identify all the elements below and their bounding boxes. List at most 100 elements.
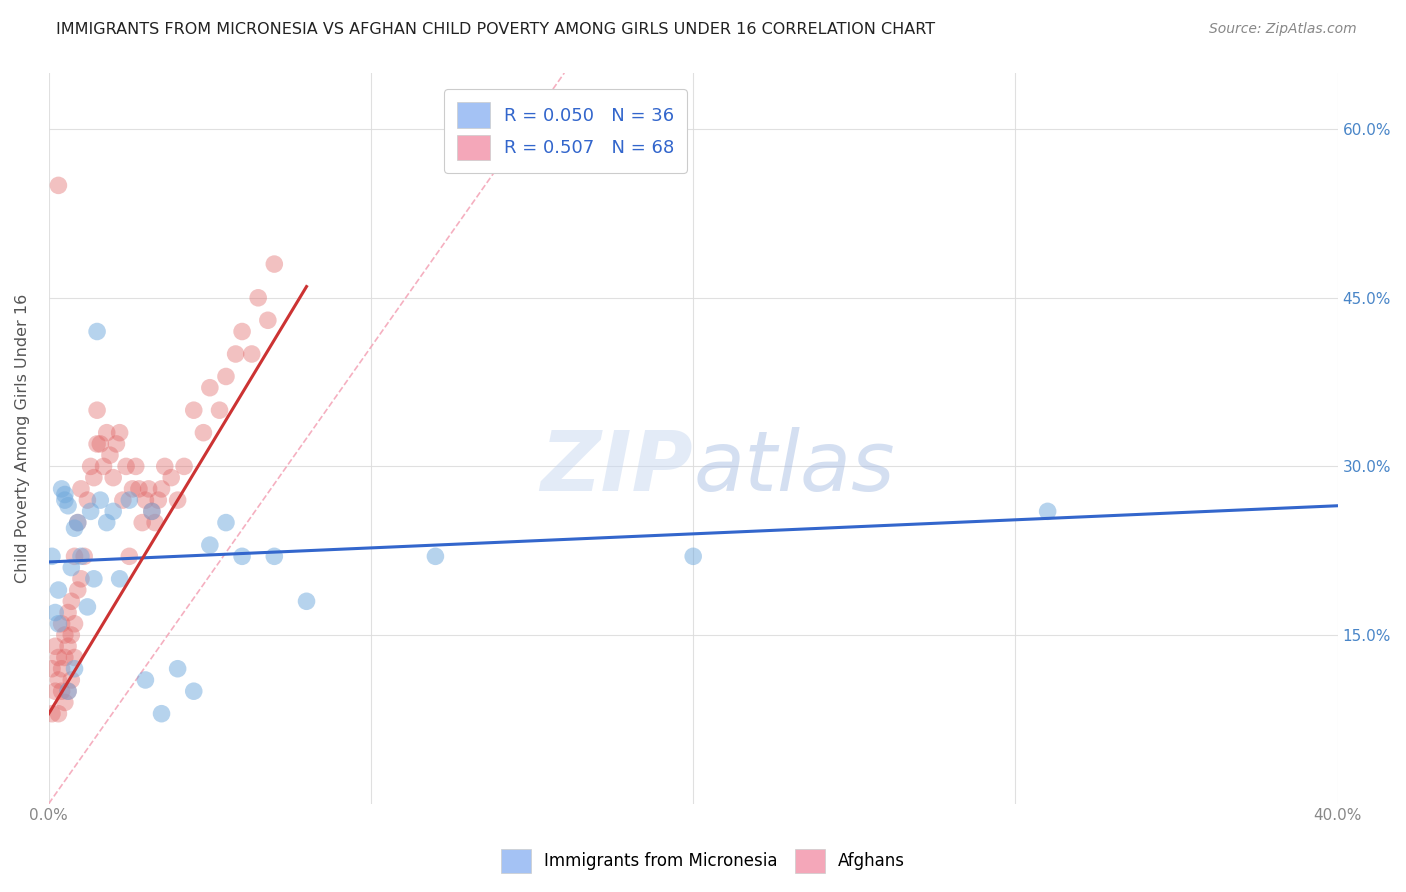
Point xyxy=(240,347,263,361)
Point xyxy=(193,425,215,440)
Point xyxy=(60,560,83,574)
Text: ZIP: ZIP xyxy=(540,427,693,508)
Point xyxy=(215,369,238,384)
Text: Source: ZipAtlas.com: Source: ZipAtlas.com xyxy=(1209,22,1357,37)
Point xyxy=(60,628,83,642)
Point xyxy=(111,493,134,508)
Point xyxy=(41,662,63,676)
Point xyxy=(105,437,128,451)
Point xyxy=(150,482,173,496)
Point xyxy=(56,684,79,698)
Point xyxy=(51,616,73,631)
Point xyxy=(160,470,183,484)
Point xyxy=(53,487,76,501)
Point xyxy=(141,504,163,518)
Point xyxy=(125,459,148,474)
Point xyxy=(79,459,101,474)
Point xyxy=(48,582,70,597)
Point xyxy=(115,459,138,474)
Point xyxy=(121,482,143,496)
Point xyxy=(70,549,93,564)
Point xyxy=(76,493,98,508)
Point xyxy=(86,437,108,451)
Point xyxy=(66,516,89,530)
Point xyxy=(93,459,115,474)
Point xyxy=(153,459,176,474)
Point xyxy=(63,521,86,535)
Point xyxy=(63,616,86,631)
Point xyxy=(53,650,76,665)
Point xyxy=(56,499,79,513)
Point xyxy=(83,470,105,484)
Point xyxy=(44,684,66,698)
Point xyxy=(108,425,131,440)
Point xyxy=(103,504,125,518)
Point xyxy=(70,572,93,586)
Point xyxy=(89,437,111,451)
Point xyxy=(247,291,270,305)
Point xyxy=(86,403,108,417)
Point xyxy=(231,325,253,339)
Point xyxy=(53,628,76,642)
Point xyxy=(89,493,111,508)
Point xyxy=(128,482,150,496)
Legend: R = 0.050   N = 36, R = 0.507   N = 68: R = 0.050 N = 36, R = 0.507 N = 68 xyxy=(444,89,688,173)
Point xyxy=(70,482,93,496)
Point xyxy=(73,549,96,564)
Point xyxy=(53,696,76,710)
Point xyxy=(53,493,76,508)
Point xyxy=(1036,504,1059,518)
Text: IMMIGRANTS FROM MICRONESIA VS AFGHAN CHILD POVERTY AMONG GIRLS UNDER 16 CORRELAT: IMMIGRANTS FROM MICRONESIA VS AFGHAN CHI… xyxy=(56,22,935,37)
Point xyxy=(118,493,141,508)
Point xyxy=(183,403,205,417)
Point xyxy=(134,673,156,687)
Point xyxy=(215,516,238,530)
Point xyxy=(48,650,70,665)
Point xyxy=(56,639,79,653)
Point xyxy=(173,459,195,474)
Point xyxy=(48,616,70,631)
Point xyxy=(682,549,704,564)
Point xyxy=(131,516,153,530)
Point xyxy=(51,684,73,698)
Point xyxy=(41,706,63,721)
Point xyxy=(138,482,160,496)
Point xyxy=(295,594,318,608)
Point xyxy=(166,662,188,676)
Point xyxy=(166,493,188,508)
Y-axis label: Child Poverty Among Girls Under 16: Child Poverty Among Girls Under 16 xyxy=(15,293,30,583)
Point xyxy=(76,599,98,614)
Point xyxy=(231,549,253,564)
Point xyxy=(44,639,66,653)
Point xyxy=(56,684,79,698)
Point xyxy=(48,178,70,193)
Point xyxy=(148,493,170,508)
Point xyxy=(103,470,125,484)
Point xyxy=(225,347,247,361)
Point xyxy=(41,549,63,564)
Point xyxy=(198,538,221,552)
Point xyxy=(143,516,166,530)
Point xyxy=(60,673,83,687)
Point xyxy=(150,706,173,721)
Point xyxy=(118,549,141,564)
Point xyxy=(63,662,86,676)
Text: atlas: atlas xyxy=(693,427,894,508)
Point xyxy=(48,673,70,687)
Point xyxy=(48,706,70,721)
Point xyxy=(98,448,121,462)
Point xyxy=(263,257,285,271)
Point xyxy=(79,504,101,518)
Point xyxy=(83,572,105,586)
Point xyxy=(96,425,118,440)
Point xyxy=(108,572,131,586)
Point xyxy=(56,606,79,620)
Point xyxy=(63,549,86,564)
Point xyxy=(257,313,280,327)
Point xyxy=(51,482,73,496)
Point xyxy=(63,650,86,665)
Point xyxy=(51,662,73,676)
Point xyxy=(183,684,205,698)
Point xyxy=(60,594,83,608)
Point xyxy=(198,381,221,395)
